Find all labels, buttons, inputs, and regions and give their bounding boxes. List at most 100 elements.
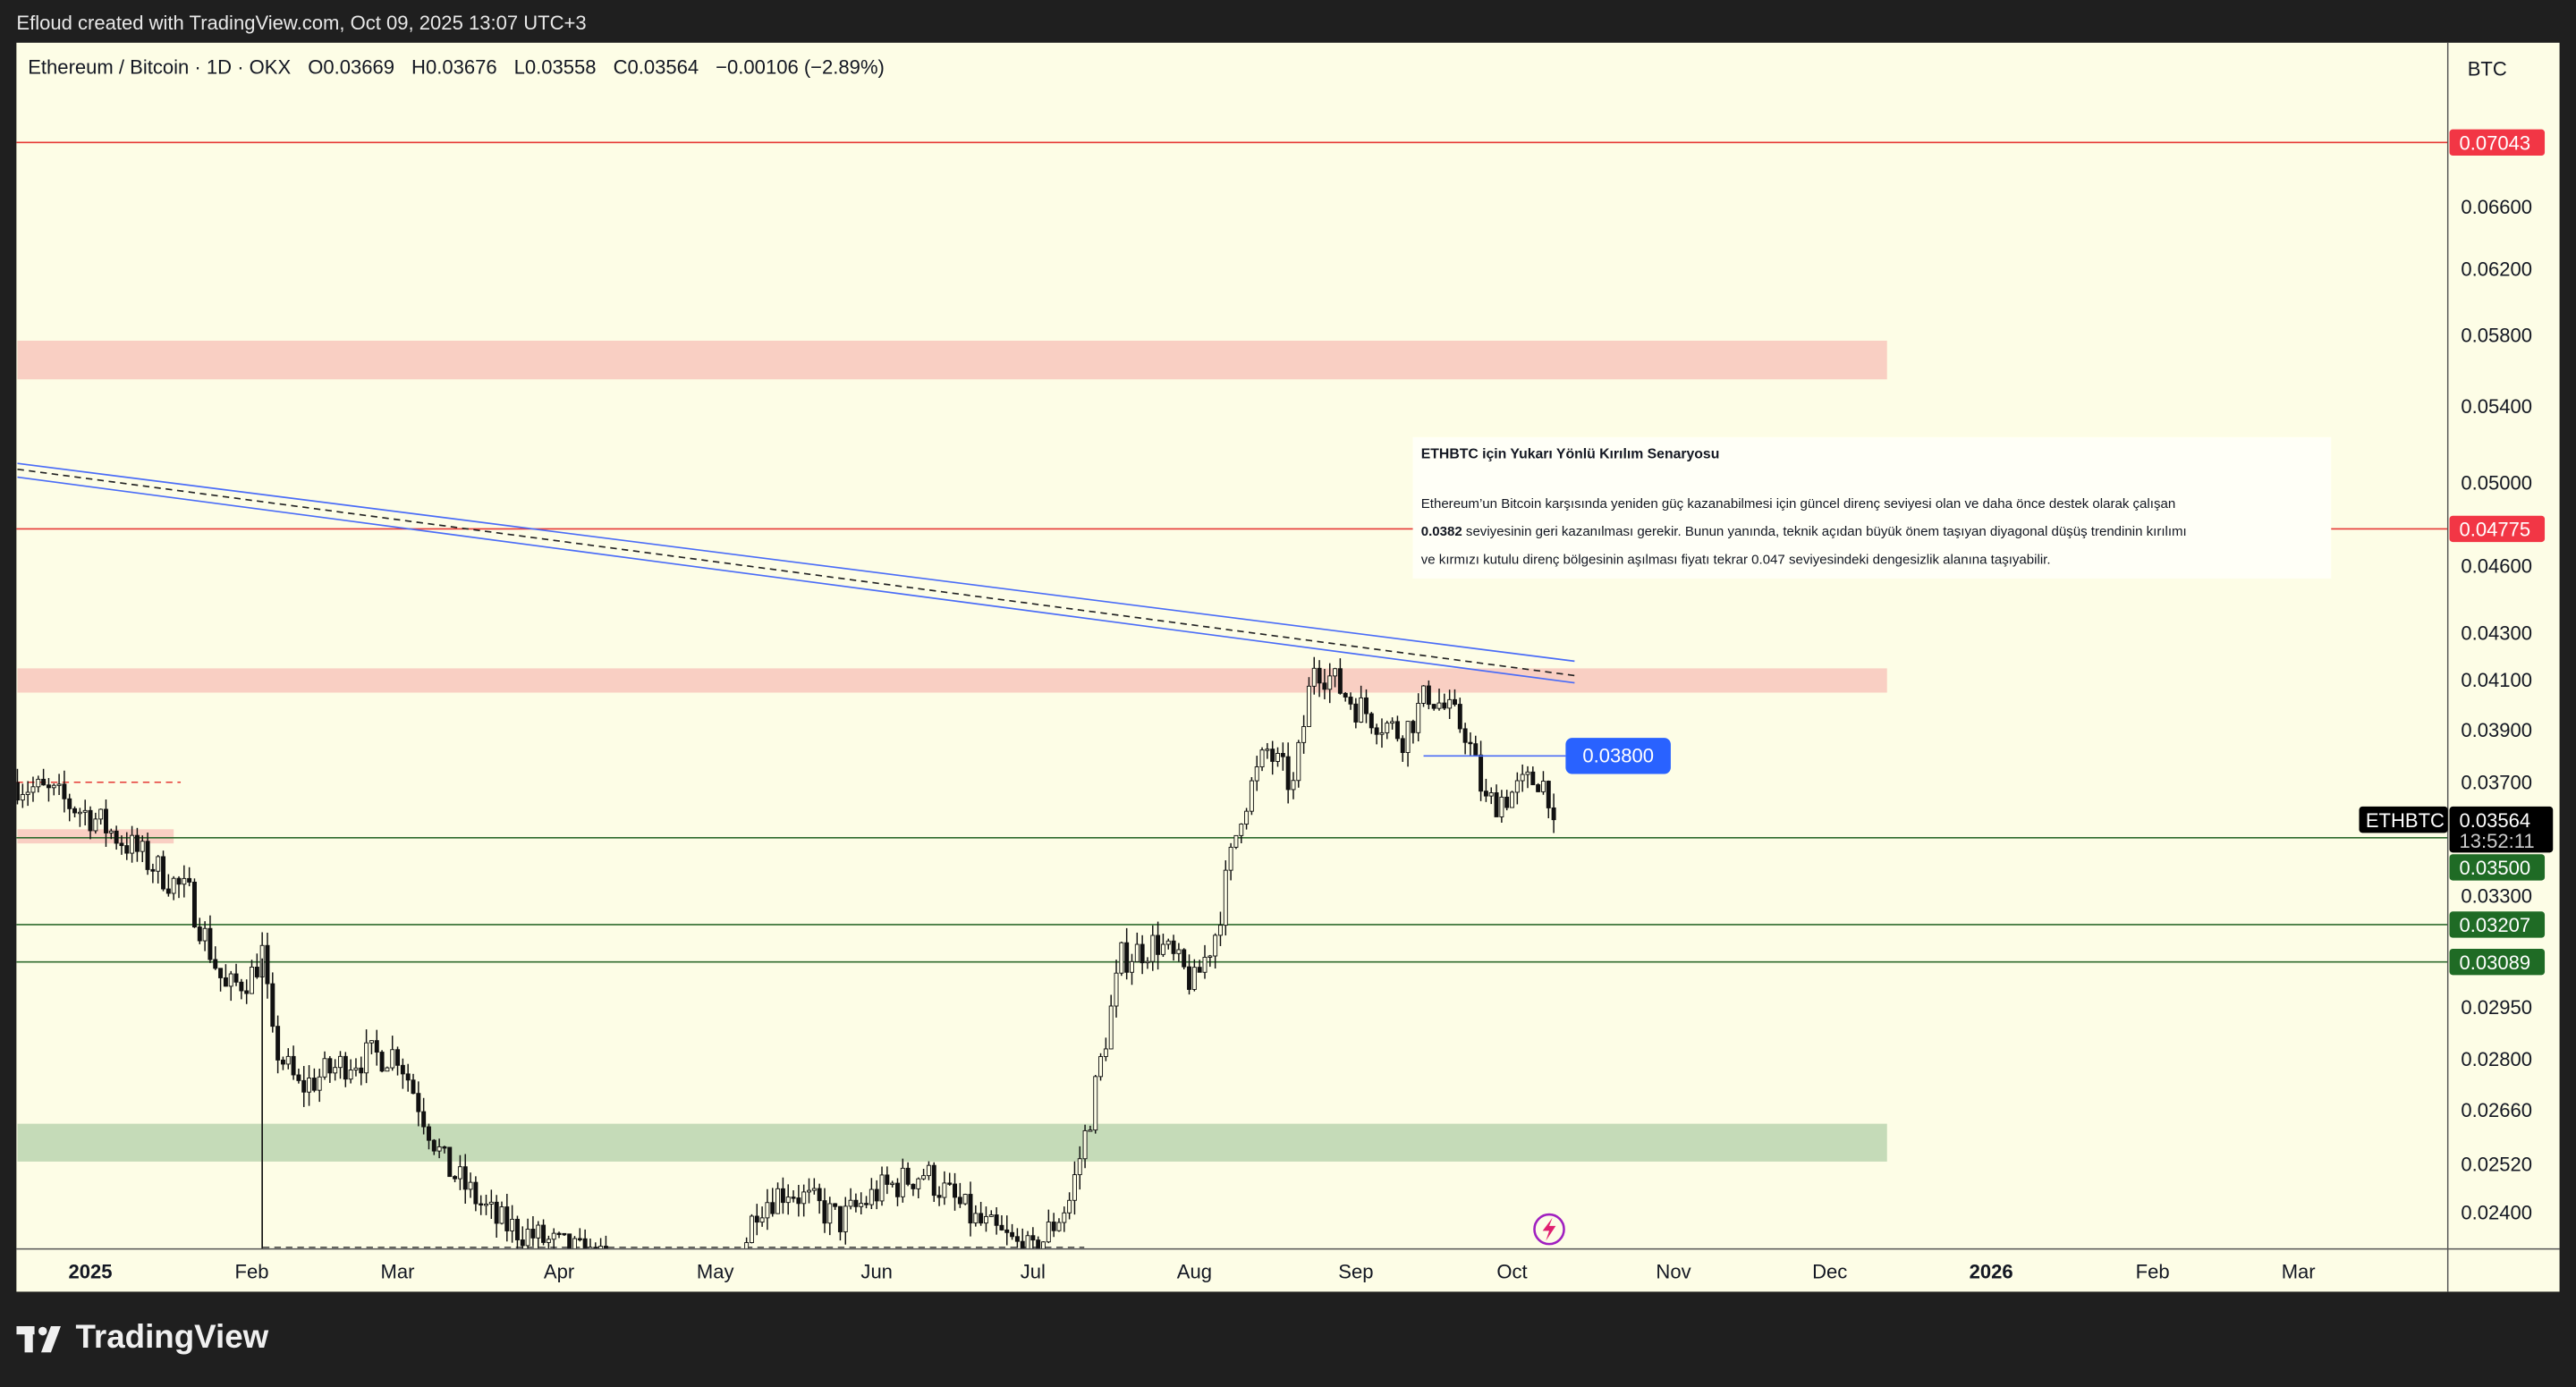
candle [296, 1074, 301, 1081]
candle [530, 1229, 536, 1239]
time-tick-label: Sep [1338, 1261, 1373, 1283]
chart-area[interactable] [16, 42, 2560, 1292]
last-price-badge [2449, 806, 2554, 853]
candle [82, 809, 88, 813]
candle [833, 1203, 838, 1207]
candle [1452, 698, 1457, 706]
candle [1130, 960, 1134, 973]
candle [900, 1167, 905, 1197]
candle [1504, 796, 1510, 808]
candle [385, 1067, 390, 1072]
candle [1359, 697, 1364, 723]
candle [525, 1229, 530, 1247]
candle [1280, 753, 1285, 757]
time-tick-label: Aug [1177, 1261, 1212, 1283]
candle [1067, 1199, 1072, 1214]
candle [1296, 741, 1301, 782]
candle [1239, 824, 1244, 836]
candle [1291, 780, 1296, 791]
last-price-label: 0.03564 [2460, 809, 2531, 832]
candle [614, 1263, 618, 1264]
candle [244, 990, 250, 994]
candle [1046, 1222, 1051, 1243]
ohlc-close: C0.03564 [613, 55, 699, 80]
candle [556, 1232, 562, 1236]
symbol-name[interactable]: Ethereum / Bitcoin · 1D · OKX [28, 55, 292, 80]
candle [1072, 1174, 1077, 1201]
candle [1353, 703, 1359, 723]
candle [625, 1270, 629, 1281]
candle [1150, 935, 1156, 962]
candle [187, 877, 192, 883]
candle [88, 809, 93, 832]
candle [1530, 771, 1536, 785]
candle [1327, 675, 1333, 690]
candle [140, 841, 145, 852]
note-title: ETHBTC için Yukarı Yönlü Kırılım Senaryo… [1420, 445, 1720, 462]
candle [953, 1183, 958, 1198]
candle [661, 1276, 665, 1287]
candle [1540, 781, 1546, 792]
axis-level-badge [2449, 948, 2546, 976]
candle [1014, 1236, 1020, 1242]
candle [453, 1176, 458, 1180]
candle [672, 1283, 675, 1318]
price-tick-label: 0.04600 [2461, 554, 2532, 577]
axis-level-label: 0.07043 [2460, 132, 2531, 155]
candle [775, 1188, 781, 1214]
candle [1483, 791, 1488, 797]
candle [436, 1146, 442, 1152]
candle [1259, 749, 1265, 767]
candle [1025, 1235, 1030, 1249]
candle [20, 794, 25, 801]
candle [233, 973, 239, 983]
candle [765, 1202, 770, 1219]
candle [848, 1199, 853, 1207]
red-zone [17, 668, 1887, 693]
candle [546, 1239, 551, 1243]
candle [1442, 702, 1447, 709]
candle [1056, 1222, 1062, 1231]
candle [1317, 667, 1322, 684]
candle [379, 1052, 385, 1072]
red-zone [17, 340, 1887, 380]
time-tick-label: Nov [1656, 1261, 1690, 1283]
blue-trendline [17, 476, 1575, 684]
candle [646, 1272, 649, 1285]
analysis-note[interactable]: ETHBTC için Yukarı Yönlü Kırılım Senaryo… [1412, 436, 2332, 579]
candle [1228, 846, 1233, 871]
candle [1233, 834, 1239, 848]
candle [1436, 702, 1442, 709]
candle [520, 1239, 525, 1247]
candle [796, 1197, 801, 1205]
candle [208, 927, 213, 960]
candle [182, 877, 187, 885]
candle [104, 808, 108, 833]
candle [1270, 748, 1275, 762]
tradingview-logo[interactable]: TradingView [16, 1320, 268, 1357]
candle [754, 1215, 759, 1223]
candle [879, 1174, 885, 1202]
candle [1134, 943, 1140, 962]
candle [1379, 732, 1385, 735]
candle [1088, 1129, 1093, 1132]
time-tick-label: Feb [235, 1261, 269, 1283]
candle [926, 1164, 931, 1177]
candle [1374, 727, 1379, 735]
candle [947, 1182, 953, 1185]
candle [979, 1213, 984, 1224]
candle [588, 1247, 593, 1249]
candle [1160, 943, 1165, 955]
candle [801, 1191, 807, 1205]
currency-label[interactable]: BTC [2467, 57, 2507, 81]
candle [1010, 1231, 1015, 1238]
candle [254, 967, 259, 977]
candle [165, 888, 171, 894]
candle [1140, 943, 1145, 964]
candle [1551, 807, 1556, 821]
time-tick-label: May [697, 1261, 734, 1283]
candle [536, 1224, 541, 1239]
note-line-1: Ethereum’un Bitcoin karşısında yeniden g… [1420, 495, 2176, 512]
candle [1333, 668, 1338, 677]
